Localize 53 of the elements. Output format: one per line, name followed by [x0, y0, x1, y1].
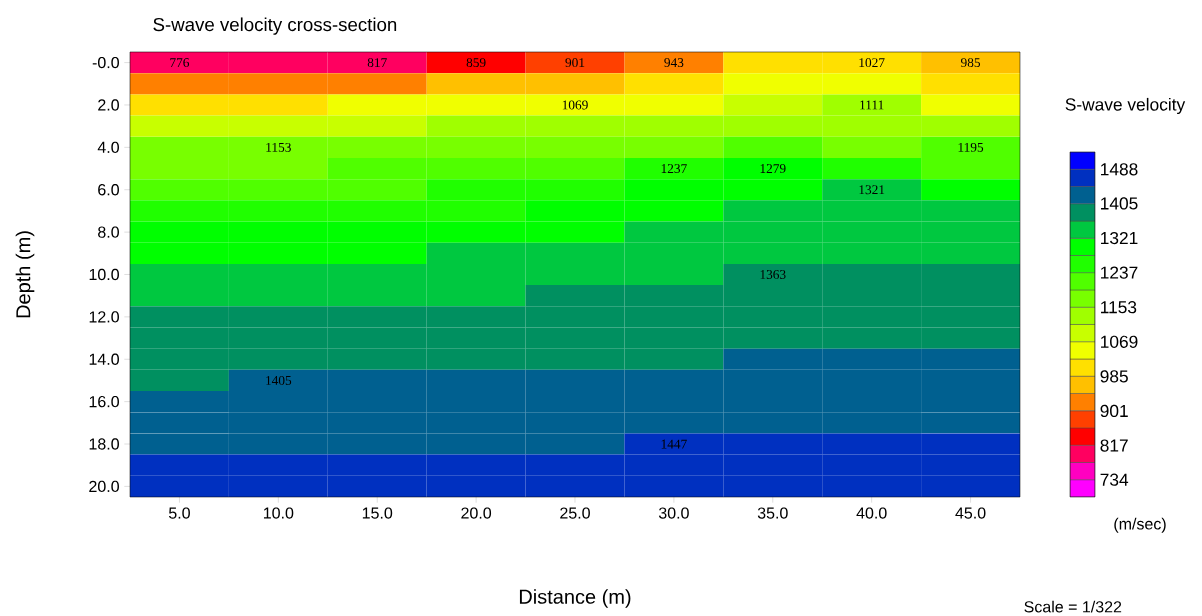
x-tick-label: 30.0: [658, 507, 689, 519]
data-label: 1153: [266, 142, 291, 152]
y-tick-label: 20.0: [89, 480, 119, 493]
x-tick-label: 10.0: [263, 507, 294, 519]
data-label: 1279: [760, 164, 786, 174]
color-bar-label: 901: [1100, 404, 1128, 418]
y-tick-label: 12.0: [89, 311, 119, 323]
data-label: 1237: [661, 164, 687, 174]
data-label: 985: [960, 58, 981, 68]
x-tick-label: 40.0: [856, 507, 887, 519]
y-tick-label: -0.0: [92, 56, 119, 69]
y-tick-label: 8.0: [98, 226, 119, 238]
text: (m/sec): [1114, 517, 1166, 533]
text: Scale = 1/322: [1024, 600, 1122, 613]
data-label: 1195: [958, 142, 984, 152]
data-label: 943: [664, 58, 684, 68]
y-tick-label: 2.0: [98, 99, 119, 111]
y-tick-label: 6.0: [98, 184, 119, 196]
data-label: 1405: [266, 375, 292, 385]
x-tick-label: 5.0: [168, 507, 190, 519]
color-bar-label: 1321: [1101, 231, 1138, 245]
x-tick-label: 15.0: [362, 507, 393, 519]
color-bar-title: S-wave velocity: [1065, 97, 1186, 115]
data-label: 817: [367, 58, 387, 68]
data-label: 1447: [661, 439, 687, 449]
y-tick-label: 4.0: [97, 141, 119, 154]
data-label: 776: [170, 58, 190, 68]
x-tick-label: 25.0: [560, 507, 590, 519]
x-tick-label: 45.0: [955, 507, 986, 519]
color-bar-label: 1237: [1101, 266, 1138, 279]
data-label: 1363: [760, 270, 786, 279]
y-tick-label: 16.0: [89, 395, 119, 408]
x-tick-label: 35.0: [757, 507, 788, 519]
data-label: 1027: [859, 58, 885, 68]
y-tick-label: 18.0: [89, 438, 119, 450]
color-bar-label: 817: [1100, 439, 1128, 452]
data-label: 901: [565, 58, 585, 68]
y-tick-label: 10.0: [89, 268, 119, 281]
color-bar-label: 734: [1100, 473, 1129, 486]
data-label: 1111: [860, 100, 884, 110]
chart-title: S-wave velocity cross-section: [153, 17, 397, 35]
y-tick-label: 14.0: [89, 353, 119, 365]
color-bar-label: 985: [1100, 370, 1128, 383]
data-label: 859: [466, 58, 486, 68]
color-bar-label: 1488: [1101, 163, 1138, 176]
color-bar-label: 1405: [1101, 197, 1138, 210]
y-axis-title: Depth (m): [15, 231, 35, 318]
data-label: 1069: [562, 100, 588, 110]
x-tick-label: 20.0: [461, 507, 492, 519]
data-label: 1321: [859, 185, 885, 195]
color-bar-label: 1153: [1101, 301, 1137, 314]
x-axis-title: Distance (m): [519, 589, 631, 608]
color-bar-label: 1069: [1101, 335, 1138, 348]
